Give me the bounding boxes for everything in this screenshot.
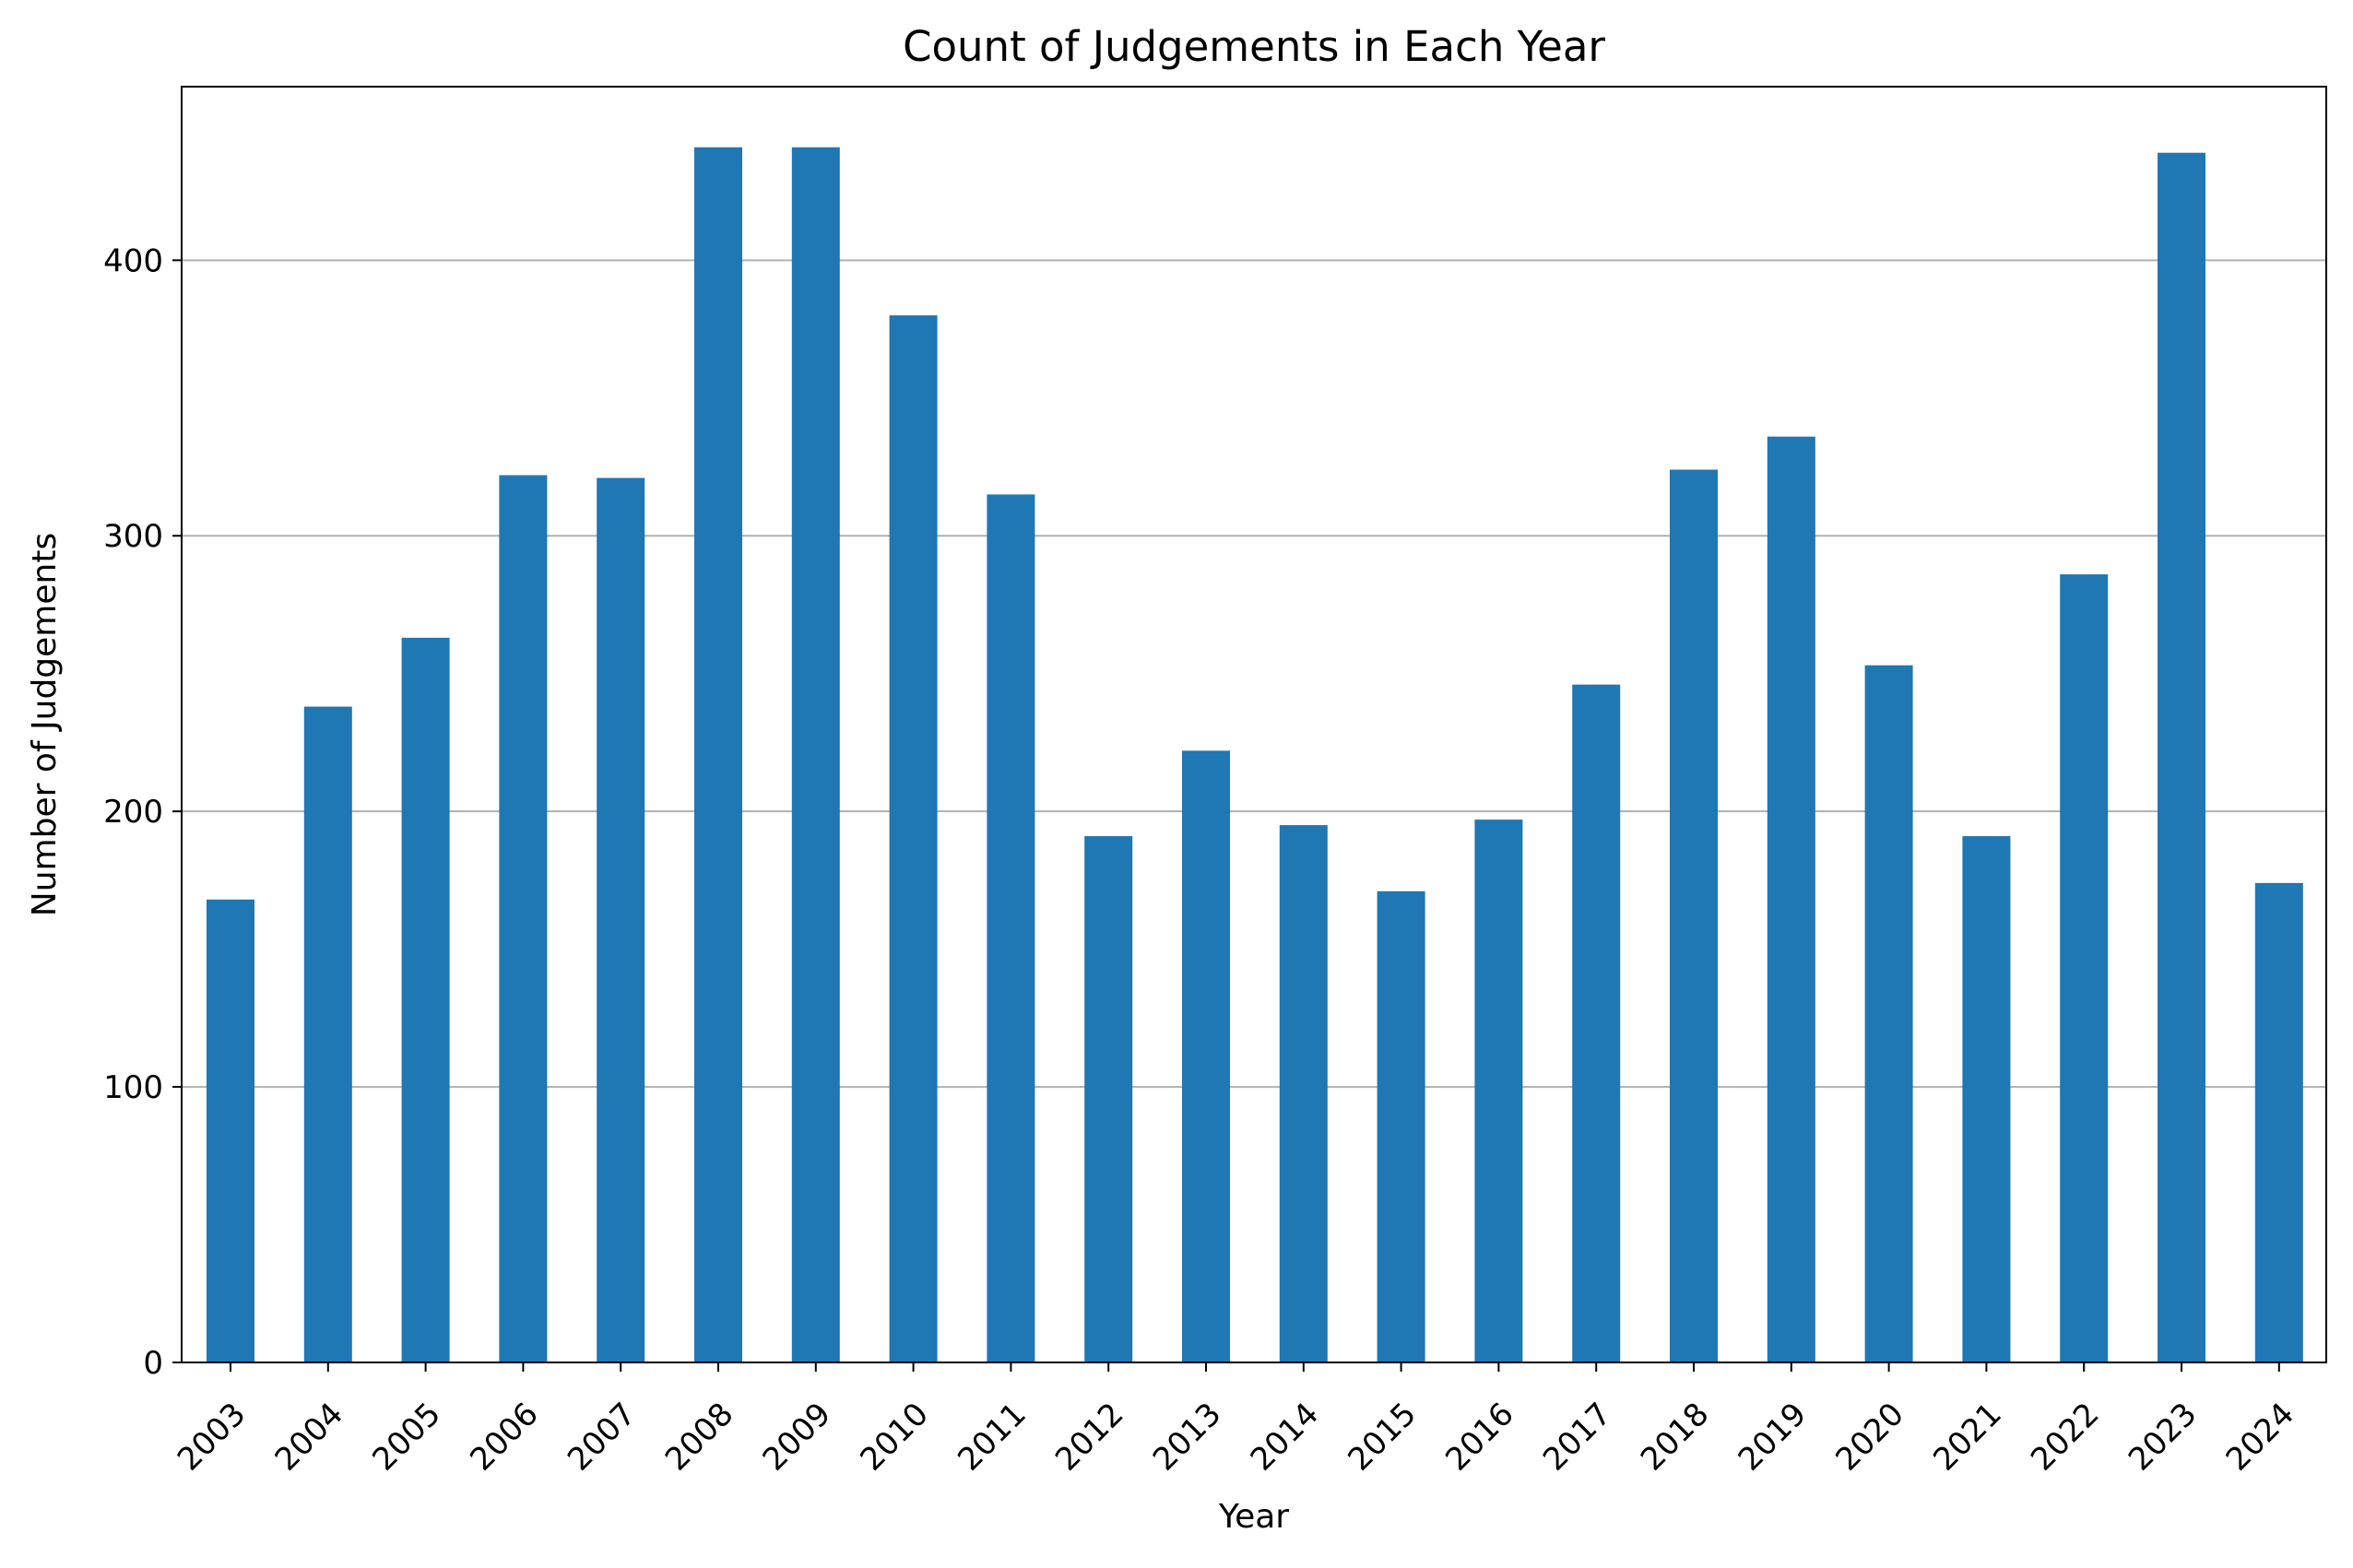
x-tick-label-2015: 2015 [1341, 1396, 1423, 1478]
bar-2020 [1864, 665, 1913, 1362]
x-tick-label-2019: 2019 [1732, 1396, 1814, 1478]
x-tick-label-2024: 2024 [2219, 1396, 2301, 1478]
y-axis-ticks: 0 100 200 300 400 [103, 242, 182, 1382]
bar-2004 [303, 706, 352, 1362]
x-tick-label-2021: 2021 [1926, 1396, 2008, 1478]
bar-2010 [889, 315, 938, 1363]
x-tick-label-2012: 2012 [1048, 1396, 1130, 1478]
bar-2023 [2158, 152, 2205, 1362]
x-tick-label-2009: 2009 [756, 1396, 838, 1478]
bar-2011 [987, 494, 1035, 1362]
bar-2012 [1084, 836, 1133, 1362]
bar-2015 [1377, 890, 1425, 1362]
y-tick-label: 300 [103, 518, 163, 555]
bar-2009 [791, 147, 840, 1362]
bar-2024 [2254, 882, 2303, 1362]
y-axis-label: Number of Judgements [26, 533, 64, 916]
x-tick-label-2013: 2013 [1146, 1396, 1228, 1478]
x-tick-label-2017: 2017 [1536, 1396, 1618, 1478]
bar-2005 [401, 637, 450, 1362]
bar-2008 [694, 147, 742, 1362]
x-tick-label-2014: 2014 [1244, 1396, 1326, 1478]
bar-2013 [1182, 750, 1230, 1362]
x-tick-label-2008: 2008 [658, 1396, 740, 1478]
x-tick-label-2016: 2016 [1438, 1396, 1520, 1478]
bar-2021 [1962, 836, 2011, 1362]
y-tick-label: 400 [103, 242, 163, 279]
y-tick-label: 100 [103, 1069, 163, 1106]
x-tick-label-2018: 2018 [1634, 1396, 1716, 1478]
y-tick-label: 200 [103, 794, 163, 831]
x-tick-label-2003: 2003 [171, 1396, 253, 1478]
x-tick-label-2011: 2011 [951, 1396, 1033, 1478]
x-tick-label-2010: 2010 [853, 1396, 935, 1478]
bar-layer [207, 147, 2303, 1363]
x-tick-label-2007: 2007 [561, 1396, 643, 1478]
bar-2022 [2060, 574, 2109, 1362]
x-tick-label-2022: 2022 [2024, 1396, 2106, 1478]
chart-title: Count of Judgements in Each Year [903, 22, 1605, 71]
plot-frame [181, 86, 2327, 1363]
x-axis-ticks: 2003 2004 2005 2006 2007 2008 2009 2010 2011 2012… [171, 1362, 2301, 1479]
x-tick-label-2005: 2005 [365, 1396, 447, 1478]
bar-2014 [1279, 825, 1328, 1362]
bar-2018 [1670, 469, 1718, 1363]
x-tick-label-2023: 2023 [2122, 1396, 2204, 1478]
x-tick-label-2020: 2020 [1828, 1396, 1910, 1478]
bar-2017 [1572, 684, 1621, 1362]
y-tick-label: 0 [143, 1345, 163, 1382]
bar-2019 [1767, 436, 1815, 1362]
x-tick-label-2006: 2006 [463, 1396, 545, 1478]
bar-2006 [499, 475, 548, 1362]
x-tick-label-2004: 2004 [268, 1396, 350, 1478]
x-axis-label: Year [1218, 1498, 1289, 1536]
bar-2003 [207, 899, 254, 1362]
bar-2016 [1474, 819, 1523, 1362]
bar-2007 [597, 477, 645, 1362]
